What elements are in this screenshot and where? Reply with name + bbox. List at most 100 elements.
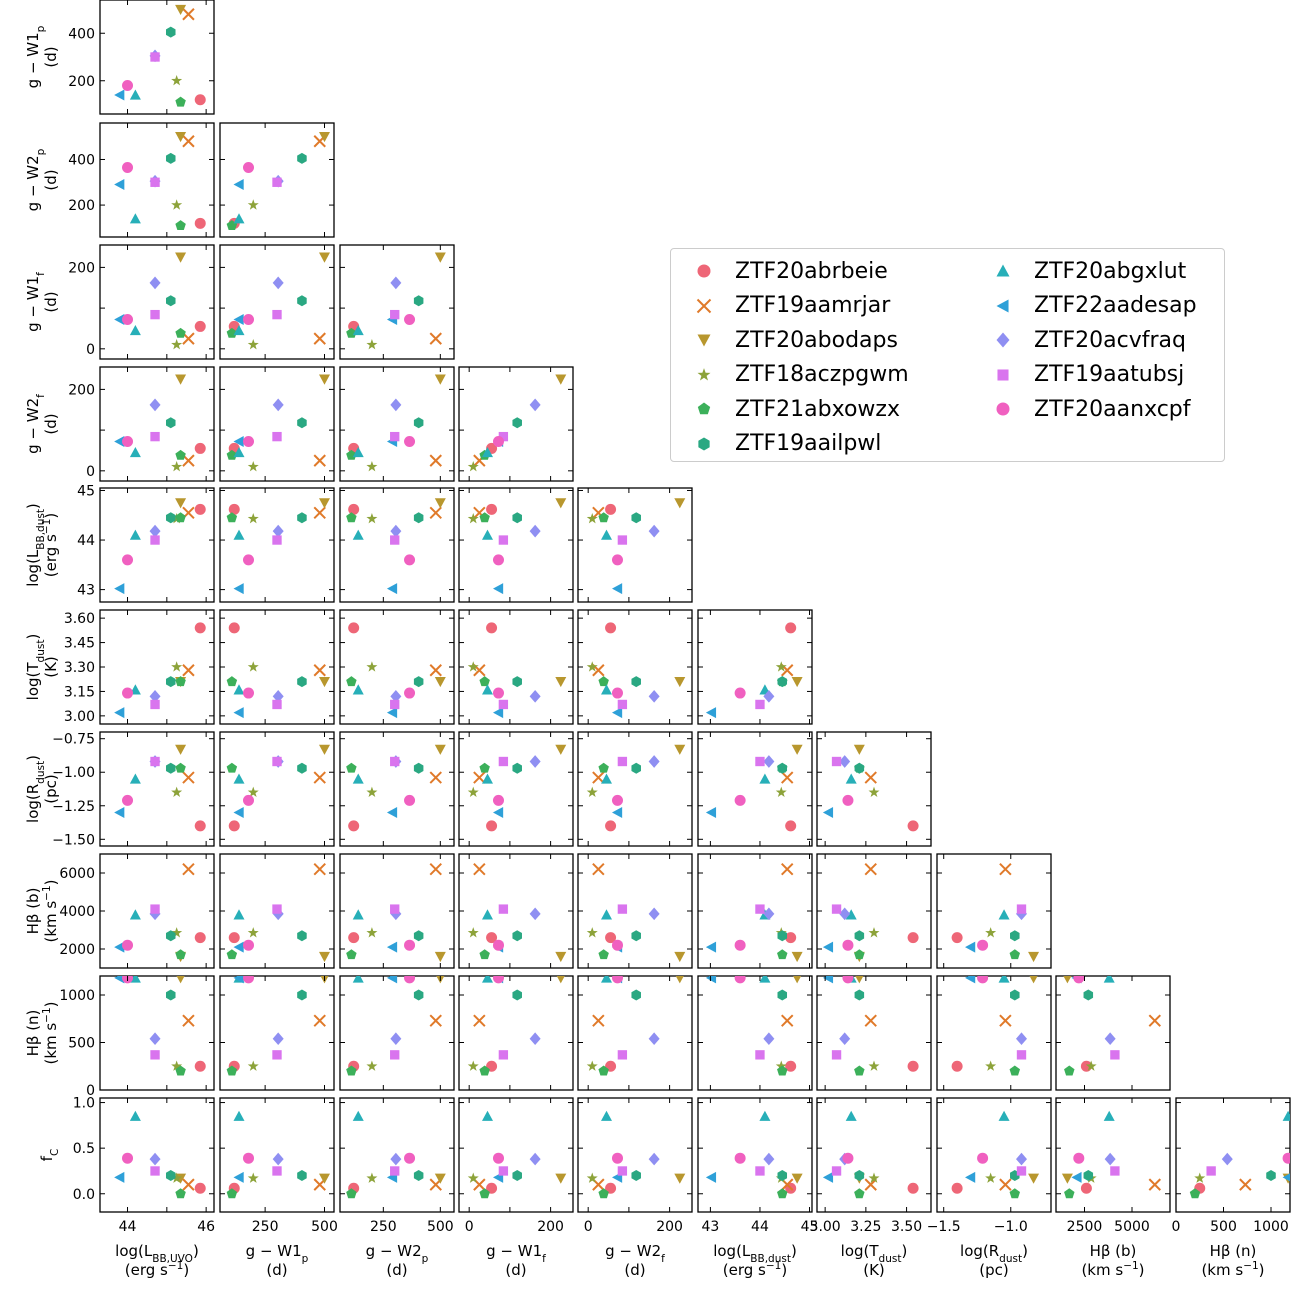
point-ZTF22aadesap — [492, 707, 504, 719]
point-ZTF19aailpwl — [631, 676, 641, 688]
point-ZTF20aanxcpf — [611, 554, 623, 566]
point-ZTF20abodaps — [556, 976, 565, 984]
point-ZTF20aanxcpf — [611, 976, 623, 984]
point-ZTF19aailpwl — [777, 930, 788, 942]
point-ZTF18aczpgwm — [467, 927, 479, 938]
point-ZTF22aadesap — [822, 1171, 834, 1183]
point-ZTF20abrbeie — [907, 1182, 919, 1194]
point-ZTF19aatubsj — [617, 699, 628, 710]
point-ZTF19aamrjar — [781, 1014, 794, 1027]
x-tick-label: 45 — [801, 1219, 819, 1235]
point-ZTF20abrbeie — [951, 1060, 963, 1072]
point-ZTF20abodaps — [555, 374, 567, 385]
point-ZTF19aamrjar — [864, 862, 877, 876]
point-ZTF20abgxlut — [1282, 1110, 1290, 1121]
point-ZTF20abgxlut — [759, 773, 771, 784]
point-ZTF18aczpgwm — [467, 460, 479, 472]
point-ZTF21abxowzx — [479, 512, 490, 523]
panel-logTdust-vs-logLuvo: 3.00 3.15 3.30 3.45 3.60 — [64, 609, 215, 725]
legend-label: ZTF20abgxlut — [1034, 258, 1187, 284]
point-ZTF18aczpgwm — [171, 1060, 183, 1071]
point-ZTF19aailpwl — [413, 762, 424, 774]
point-ZTF19aatubsj — [150, 177, 160, 187]
point-ZTF21abxowzx — [598, 1065, 609, 1076]
point-ZTF20abgxlut — [482, 447, 493, 458]
point-ZTF21abxowzx — [598, 949, 609, 960]
point-ZTF20aanxcpf — [734, 976, 746, 984]
panel-logRdust-vs-logTdust — [816, 731, 932, 847]
point-ZTF22aadesap — [492, 583, 504, 595]
point-ZTF21abxowzx — [175, 449, 186, 460]
point-ZTF19aamrjar — [864, 1178, 877, 1191]
x-axis-title: log(Tdust) — [841, 1242, 908, 1265]
point-ZTF19aamrjar — [864, 771, 877, 784]
point-ZTF18aczpgwm — [586, 512, 598, 524]
point-ZTF19aailpwl — [297, 152, 307, 164]
panel-logLdust-vs-logLuvo: 43 44 45 — [77, 483, 215, 603]
y-tick-label: −1.50 — [52, 832, 95, 848]
point-ZTF19aamrjar — [999, 1014, 1012, 1027]
point-ZTF19aailpwl — [413, 930, 424, 942]
point-ZTF20abgxlut — [1103, 1110, 1115, 1121]
point-ZTF20aanxcpf — [842, 1152, 854, 1164]
point-ZTF19aamrjar — [781, 862, 794, 876]
point-ZTF20acvfraq — [763, 689, 775, 703]
point-ZTF20abgxlut — [601, 529, 612, 540]
point-ZTF20acvfraq — [763, 755, 775, 768]
point-ZTF19aatubsj — [1016, 1050, 1027, 1060]
panel-Hb_n-vs-logTdust — [816, 975, 932, 1091]
point-ZTF20abodaps — [555, 744, 567, 755]
y-tick-label: 3.15 — [64, 684, 95, 700]
y-tick-label: 500 — [68, 1036, 95, 1052]
point-ZTF19aailpwl — [413, 295, 424, 307]
point-ZTF22aadesap — [705, 976, 717, 984]
panel-Hb_b-vs-gW1p — [219, 853, 335, 969]
point-ZTF20aanxcpf — [977, 939, 989, 951]
point-ZTF19aamrjar — [182, 332, 195, 345]
y-axis-label-Hb_n: Hβ (n) (km s−1) — [24, 1001, 60, 1064]
point-ZTF20aanxcpf — [842, 794, 854, 806]
point-ZTF20abgxlut — [129, 213, 141, 224]
point-ZTF20acvfraq — [149, 1032, 161, 1046]
point-ZTF19aatubsj — [1016, 1166, 1027, 1176]
panel-frame — [697, 853, 813, 969]
point-ZTF19aamrjar — [429, 664, 442, 677]
point-ZTF18aczpgwm — [171, 460, 183, 472]
point-ZTF20abrbeie — [486, 820, 498, 832]
point-ZTF19aailpwl — [512, 930, 522, 942]
point-ZTF21abxowzx — [479, 949, 490, 960]
panel-gW2p-vs-logLuvo: 200 400 — [68, 122, 215, 238]
point-ZTF20aanxcpf — [404, 554, 416, 566]
point-ZTF20abgxlut — [352, 773, 364, 784]
point-ZTF20aanxcpf — [492, 436, 504, 448]
panel-fC-vs-logLdust: 43 44 45 — [697, 1097, 819, 1235]
panel-logLdust-vs-gW1f — [458, 487, 574, 603]
y-tick-label: 200 — [68, 382, 95, 398]
y-axis-label-Hb_b: Hβ (b) (km s−1) — [24, 879, 60, 942]
point-ZTF20abrbeie — [228, 622, 240, 634]
point-ZTF20abrbeie — [194, 932, 206, 944]
point-ZTF22aadesap — [233, 707, 244, 719]
point-ZTF21abxowzx — [175, 676, 186, 687]
point-ZTF20aanxcpf — [842, 939, 854, 951]
point-ZTF19aamrjar — [999, 1178, 1012, 1191]
point-ZTF22aadesap — [386, 583, 398, 595]
point-ZTF21abxowzx — [777, 949, 788, 960]
y-axis-unit: (d) — [42, 291, 60, 312]
panel-frame — [577, 1097, 693, 1213]
point-ZTF19aamrjar — [592, 862, 605, 876]
point-ZTF19aatubsj — [1110, 1166, 1120, 1176]
point-ZTF20abgxlut — [129, 909, 141, 920]
point-ZTF21abxowzx — [226, 1188, 238, 1199]
point-ZTF19aailpwl — [631, 1170, 641, 1182]
legend-marker-triangle-down-icon — [697, 334, 711, 347]
point-ZTF20aanxcpf — [404, 794, 416, 806]
point-ZTF20abrbeie — [228, 932, 240, 944]
point-ZTF19aatubsj — [390, 756, 400, 767]
point-ZTF20abgxlut — [233, 213, 245, 224]
point-ZTF20abodaps — [1028, 951, 1040, 963]
point-ZTF20abodaps — [791, 1173, 803, 1184]
point-ZTF19aamrjar — [313, 862, 326, 876]
point-ZTF18aczpgwm — [1194, 1172, 1206, 1183]
panel-frame — [458, 731, 574, 847]
